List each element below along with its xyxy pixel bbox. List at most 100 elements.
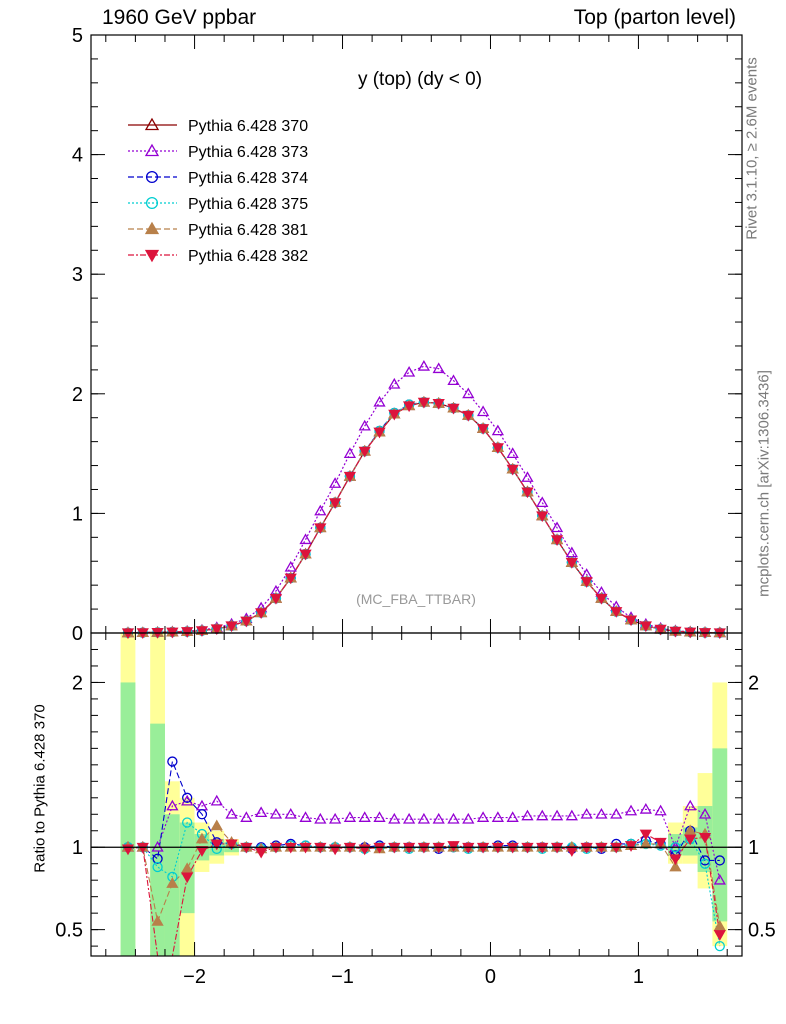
main-data-point bbox=[462, 387, 475, 399]
ratio-y-tick-label: 1 bbox=[72, 837, 83, 859]
ratio-data-point bbox=[699, 858, 711, 869]
main-data-point bbox=[402, 365, 416, 377]
ratio-series-markers bbox=[121, 756, 726, 952]
main-data-point bbox=[447, 403, 460, 415]
ratio-data-point bbox=[358, 811, 371, 822]
main-data-point bbox=[314, 504, 327, 516]
ratio-data-point bbox=[166, 799, 179, 811]
ratio-data-point bbox=[329, 812, 342, 824]
legend: Pythia 6.428 370 Pythia 6.428 373 Pythia 6… bbox=[128, 117, 308, 265]
main-data-point bbox=[181, 627, 194, 638]
main-data-point bbox=[343, 447, 357, 459]
ratio-data-point bbox=[417, 812, 431, 824]
legend-label: Pythia 6.428 382 bbox=[188, 248, 308, 265]
ratio-data-point bbox=[343, 842, 357, 854]
main-data-point bbox=[491, 424, 504, 436]
ratio-data-point bbox=[669, 860, 682, 872]
ratio-data-point bbox=[269, 807, 283, 819]
main-data-point bbox=[432, 362, 445, 374]
ratio-data-point bbox=[669, 854, 682, 866]
main-data-point bbox=[358, 446, 371, 458]
ratio-data-point bbox=[476, 842, 490, 854]
ratio-data-point bbox=[714, 855, 725, 866]
ratio-y-tick-label-right: 1 bbox=[748, 837, 759, 859]
ratio-data-point bbox=[654, 837, 667, 849]
ratio-data-point bbox=[536, 842, 549, 854]
ratio-data-point bbox=[284, 842, 297, 854]
x-tick-label: −1 bbox=[331, 966, 354, 988]
main-data-point bbox=[432, 398, 445, 410]
main-data-point bbox=[343, 471, 357, 483]
ratio-data-point bbox=[432, 812, 445, 824]
main-data-point bbox=[417, 359, 431, 371]
ratio-data-point bbox=[595, 807, 608, 819]
main-data-point bbox=[521, 487, 534, 499]
ratio-data-point bbox=[136, 842, 149, 854]
ratio-data-point bbox=[314, 842, 327, 854]
main-y-tick-label: 0 bbox=[72, 623, 83, 645]
legend-marker bbox=[145, 170, 159, 184]
ratio-data-point bbox=[181, 794, 194, 806]
ratio-data-point bbox=[284, 807, 297, 819]
ratio-data-point bbox=[182, 792, 193, 803]
main-data-point bbox=[388, 409, 401, 421]
ratio-data-point bbox=[240, 842, 253, 854]
ratio-band-green bbox=[150, 723, 165, 956]
ratio-data-point bbox=[388, 842, 401, 854]
ratio-data-point bbox=[713, 873, 726, 885]
ratio-y-tick-label-right: 2 bbox=[748, 672, 759, 694]
main-data-point bbox=[536, 511, 549, 523]
ratio-series-line bbox=[128, 825, 721, 927]
ratio-data-point bbox=[447, 812, 460, 824]
ratio-data-point bbox=[343, 811, 357, 822]
main-y-tick-label: 2 bbox=[72, 384, 83, 406]
legend-label: Pythia 6.428 373 bbox=[188, 144, 308, 161]
ratio-data-point bbox=[373, 811, 386, 822]
ratio-data-point bbox=[225, 839, 238, 851]
ratio-data-point bbox=[402, 812, 416, 824]
main-data-point bbox=[314, 523, 327, 535]
ratio-data-point bbox=[299, 811, 312, 822]
ratio-data-point bbox=[166, 877, 179, 888]
ratio-data-point bbox=[314, 812, 327, 824]
ratio-data-point bbox=[521, 809, 534, 821]
ratio-series-line bbox=[128, 800, 721, 881]
main-data-point bbox=[506, 447, 519, 459]
axes: 0 1 2 3 4 5 −2 −1 0 1 0.5 0.5 1 1 2 2 bbox=[55, 25, 776, 988]
ratio-data-point bbox=[713, 920, 726, 931]
ratio-data-point bbox=[255, 847, 268, 859]
chart-title: y (top) (dy < 0) bbox=[358, 69, 482, 90]
ratio-data-point bbox=[550, 809, 564, 821]
ratio-data-point bbox=[462, 812, 475, 824]
main-data-point bbox=[284, 560, 297, 572]
ratio-data-point bbox=[580, 842, 593, 854]
ratio-data-point bbox=[639, 829, 652, 841]
main-y-tick-label: 3 bbox=[72, 264, 83, 286]
ratio-data-point bbox=[181, 872, 194, 884]
ratio-data-point bbox=[698, 832, 712, 844]
main-data-point bbox=[550, 521, 564, 533]
ratio-data-point bbox=[402, 842, 416, 854]
ratio-data-point bbox=[550, 842, 564, 854]
ratio-data-point bbox=[225, 807, 238, 819]
ratio-data-point bbox=[491, 811, 504, 822]
ratio-y-tick-label-right: 0.5 bbox=[748, 920, 776, 942]
main-data-point bbox=[476, 405, 490, 417]
ratio-data-point bbox=[654, 804, 667, 816]
main-data-point bbox=[373, 427, 386, 439]
main-data-point bbox=[388, 377, 401, 389]
main-data-point bbox=[417, 397, 431, 409]
main-data-point bbox=[225, 621, 238, 633]
ratio-data-point bbox=[713, 930, 726, 941]
legend-label: Pythia 6.428 381 bbox=[188, 222, 308, 239]
legend-marker bbox=[144, 117, 160, 131]
main-data-point bbox=[255, 608, 268, 619]
main-data-point bbox=[269, 593, 283, 605]
ratio-data-point bbox=[684, 799, 697, 811]
main-data-point bbox=[521, 471, 534, 482]
main-data-point bbox=[476, 424, 490, 435]
header-process-label: Top (parton level) bbox=[573, 6, 736, 29]
ratio-data-point bbox=[152, 853, 163, 864]
main-data-point bbox=[195, 626, 209, 637]
